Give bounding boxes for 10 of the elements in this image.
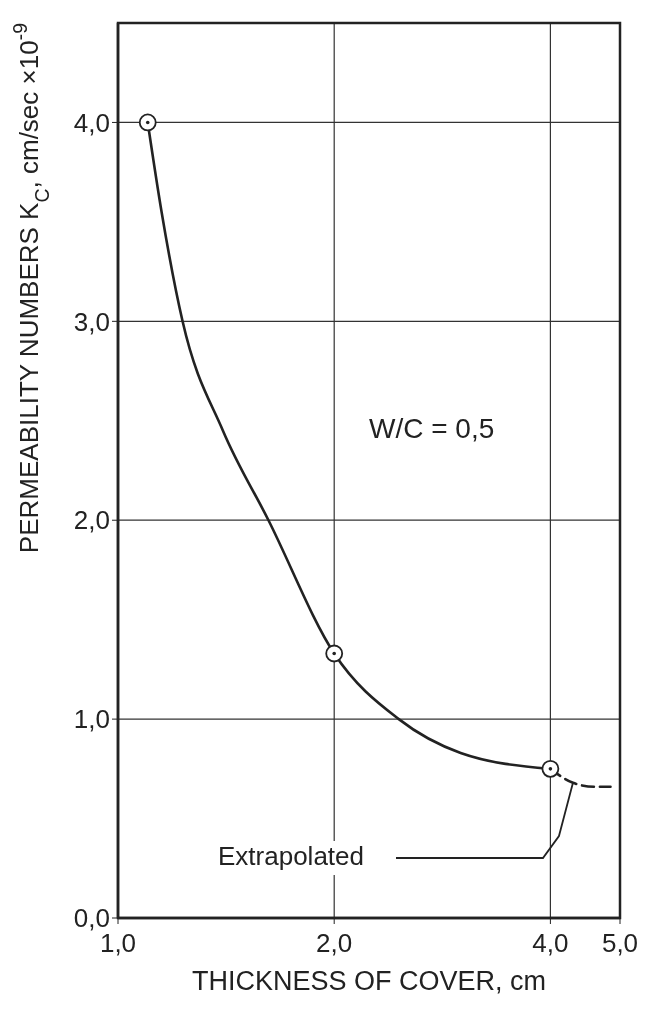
y-tick-label: 2,0 (73, 505, 110, 536)
y-tick-label: 4,0 (73, 107, 110, 138)
y-tick-label: 3,0 (73, 306, 110, 337)
x-axis-title: THICKNESS OF COVER, cm (191, 966, 547, 996)
x-tick-label: 5,0 (601, 928, 639, 959)
x-tick-label: 2,0 (316, 928, 353, 959)
annotation: Extrapolated (218, 840, 364, 871)
y-tick-label: 1,0 (73, 704, 110, 735)
x-tick-label: 4,0 (532, 928, 569, 959)
annotation: W/C = 0,5 (369, 413, 495, 445)
